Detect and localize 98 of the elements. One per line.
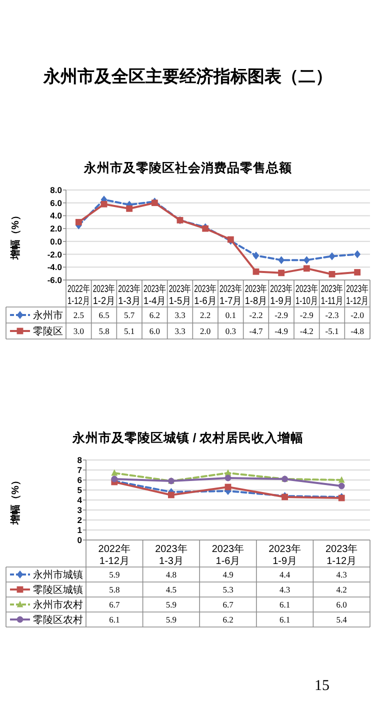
data-label: -2.9 [300, 310, 314, 320]
point [111, 469, 118, 476]
data-label: -5.1 [325, 326, 339, 336]
data-label: 4.3 [336, 570, 347, 580]
data-label: 6.0 [336, 600, 347, 610]
y-tick-label: 3 [77, 505, 82, 515]
x-tick-label: 2023年1-6月 [212, 543, 244, 567]
data-label: 6.1 [279, 600, 290, 610]
point [338, 476, 345, 483]
data-label: 3.3 [174, 310, 186, 320]
y-tick-label: 6.0 [50, 198, 62, 208]
point [303, 256, 310, 264]
text: 永州市及全区主要经济指标图表（二） [42, 67, 332, 86]
y-tick-label: 4 [77, 495, 82, 505]
data-label: 2.0 [200, 326, 211, 336]
data-label: 6.0 [149, 326, 160, 336]
data-label: -2.3 [325, 310, 339, 320]
data-label: 5.8 [109, 584, 120, 595]
y-tick-label: -6.0 [47, 275, 62, 285]
data-label: 5.9 [166, 600, 177, 610]
point [338, 482, 345, 490]
data-label: 2.5 [73, 310, 84, 320]
point [354, 269, 361, 276]
point [111, 476, 118, 482]
data-label: 4.4 [279, 570, 291, 580]
y-tick-label: 7 [77, 465, 82, 475]
data-label: 6.1 [109, 614, 120, 625]
y-tick-label: 6 [77, 475, 82, 485]
y-tick-label: 2.0 [50, 224, 62, 234]
x-tick-label: 2023年1-12月 [325, 543, 358, 567]
legend-label: 零陵区农村 [33, 614, 83, 626]
x-tick-label: 2022年1-12月 [98, 543, 131, 567]
y-tick-label: 8 [77, 455, 82, 465]
legend-label: 零陵区 [33, 326, 63, 338]
data-label: 4.3 [279, 584, 290, 595]
point [168, 492, 174, 498]
y-tick-label: -4.0 [47, 262, 62, 272]
legend-label: 永州市农村 [33, 599, 83, 611]
data-label: -4.7 [249, 326, 263, 336]
data-label: 4.8 [166, 570, 177, 580]
legend-label: 永州市 [33, 310, 63, 322]
point [328, 271, 336, 278]
data-label: 5.1 [124, 326, 135, 336]
data-label: 6.1 [279, 614, 290, 625]
y-tick-label: 2 [77, 515, 82, 525]
data-label: 0.1 [225, 310, 236, 320]
data-label: 3.0 [73, 326, 84, 336]
data-label: 5.4 [336, 614, 348, 625]
point [278, 256, 285, 264]
y-tick-label: 0.0 [50, 236, 62, 246]
data-label: 5.9 [166, 614, 177, 625]
data-label: 4.5 [166, 584, 177, 595]
y-tick-label: 8.0 [50, 185, 62, 195]
point [328, 252, 336, 260]
data-label: 4.2 [336, 584, 347, 595]
y-tick-label: 0 [77, 535, 82, 545]
point [303, 265, 310, 272]
data-label: 6.2 [222, 614, 234, 625]
text: 15 [314, 678, 330, 694]
y-tick-label: 4.0 [50, 210, 62, 221]
data-label: -4.2 [300, 326, 314, 336]
point [278, 270, 285, 276]
data-label: -2.2 [249, 310, 263, 320]
point [354, 250, 361, 258]
y-tick-label: -2.0 [47, 249, 62, 260]
legend-label: 永州市城镇 [33, 569, 83, 581]
data-label: 5.9 [109, 570, 120, 580]
chart-title: 永州市及零陵区城镇 / 农村居民收入增幅 [71, 430, 304, 445]
y-tick-label: 1 [77, 525, 82, 535]
point [100, 200, 108, 208]
legend-label: 零陵区城镇 [33, 584, 83, 596]
x-tick-label: 2023年1-9月 [268, 543, 301, 567]
data-label: -2.9 [274, 310, 288, 320]
data-label: 4.9 [222, 570, 234, 580]
data-label: 2.2 [200, 310, 211, 320]
data-label: 6.7 [109, 600, 120, 610]
point [252, 252, 260, 260]
y-axis-title: 增幅（%） [10, 210, 22, 260]
data-label: 5.8 [98, 326, 110, 336]
data-label: -4.9 [274, 326, 288, 336]
point [224, 474, 232, 482]
data-label: 6.2 [149, 310, 160, 320]
data-label: 5.7 [124, 310, 135, 320]
data-label: 6.5 [98, 310, 110, 320]
point [252, 268, 260, 275]
data-label: 5.3 [222, 584, 234, 595]
data-label: -4.8 [350, 326, 364, 336]
y-tick-label: 5 [77, 485, 82, 495]
data-label: 3.3 [174, 326, 186, 336]
chart-title: 永州市及零陵区社会消费品零售总额 [83, 160, 293, 175]
data-label: -2.0 [350, 310, 364, 320]
point [126, 205, 133, 212]
x-tick-label: 2023年1-3月 [155, 543, 188, 567]
data-label: 6.7 [222, 600, 234, 610]
y-axis-title: 增幅（%） [10, 476, 22, 526]
x-tick-label: 2023年1-12月 [346, 283, 377, 307]
point [75, 218, 82, 226]
data-label: 0.3 [225, 326, 236, 336]
